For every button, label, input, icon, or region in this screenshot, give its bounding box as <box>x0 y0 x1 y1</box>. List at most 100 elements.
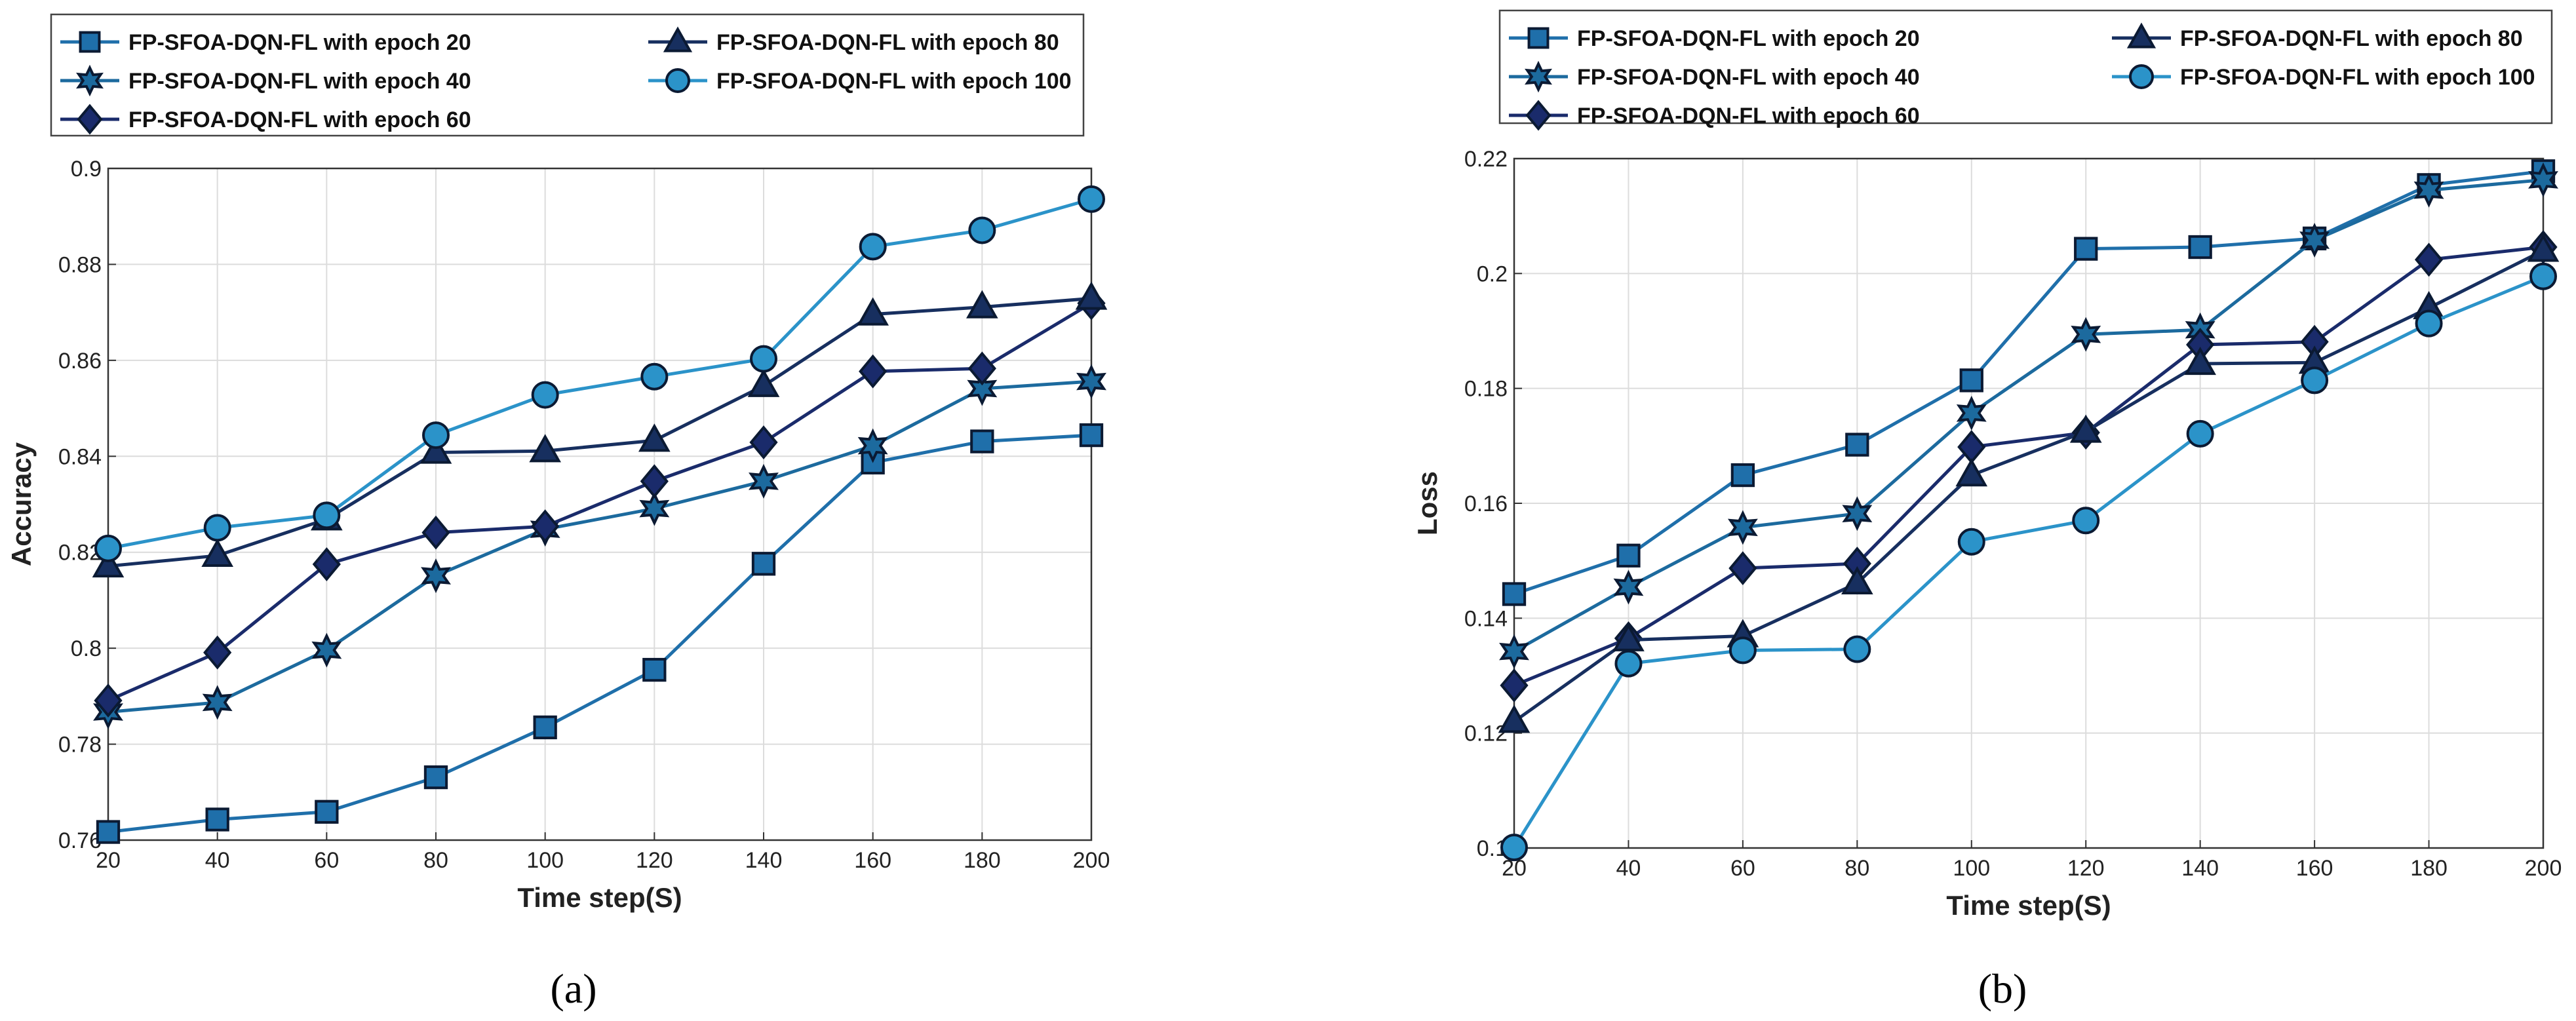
data-point <box>859 354 888 389</box>
legend-item: FP-SFOA-DQN-FL with epoch 60 <box>1509 100 1920 131</box>
data-point <box>1841 566 1873 595</box>
legend-item: FP-SFOA-DQN-FL with epoch 60 <box>60 104 471 135</box>
legend-item: FP-SFOA-DQN-FL with epoch 40 <box>1509 60 1920 93</box>
data-point <box>639 491 670 526</box>
data-point <box>201 538 233 568</box>
x-tick-label: 160 <box>2296 856 2333 881</box>
data-point <box>2074 237 2098 261</box>
data-point <box>203 514 231 542</box>
legend-marker-icon <box>2126 22 2156 48</box>
legend-label: FP-SFOA-DQN-FL with epoch 40 <box>128 69 471 94</box>
series-line <box>1513 249 2545 723</box>
y-tick-label: 0.82 <box>58 541 102 566</box>
y-tick-label: 0.78 <box>58 733 102 758</box>
data-point <box>2414 242 2444 277</box>
data-point <box>1956 395 1987 431</box>
series-4 <box>92 281 1108 578</box>
data-point <box>531 509 560 544</box>
data-point <box>92 549 125 578</box>
legend-label: FP-SFOA-DQN-FL with epoch 100 <box>716 69 1072 94</box>
data-point <box>311 632 342 668</box>
panel-label: (a) <box>550 965 596 1012</box>
data-point <box>2299 222 2330 258</box>
data-point <box>1613 569 1644 605</box>
series-3 <box>1500 230 2558 703</box>
y-axis-label: Accuracy <box>6 442 37 566</box>
legend-label: FP-SFOA-DQN-FL with epoch 80 <box>2180 26 2523 51</box>
data-point <box>1842 496 1873 531</box>
data-point <box>968 216 996 244</box>
data-point <box>1727 510 1758 545</box>
data-point <box>751 552 776 576</box>
y-tick-label: 0.8 <box>71 636 102 661</box>
y-tick-label: 0.88 <box>58 252 102 277</box>
legend-label: FP-SFOA-DQN-FL with epoch 100 <box>2180 65 2535 90</box>
data-point <box>747 368 780 397</box>
data-point <box>1498 704 1531 733</box>
data-point <box>2186 419 2214 448</box>
data-point <box>1078 185 1105 213</box>
data-point <box>857 428 888 463</box>
data-point <box>1500 834 1528 862</box>
data-point <box>2413 172 2444 208</box>
data-point <box>203 635 232 670</box>
data-point <box>94 684 123 718</box>
y-tick-label: 0.84 <box>58 444 102 469</box>
data-point <box>94 534 122 562</box>
data-point <box>420 435 452 464</box>
y-tick-labels: 0.10.120.140.160.180.20.22 <box>1464 147 1522 861</box>
data-point <box>421 515 450 550</box>
legend-item: FP-SFOA-DQN-FL with epoch 20 <box>60 30 471 55</box>
x-tick-labels: 20 40 60 80 100 120 140 160 180 200 <box>1502 840 2562 881</box>
series-line <box>107 296 1092 568</box>
data-point <box>1730 463 1755 488</box>
data-point <box>1957 528 1985 556</box>
series-line <box>1513 169 2544 596</box>
x-tick-label: 80 <box>423 848 448 873</box>
data-point <box>967 371 998 406</box>
data-point <box>313 501 341 530</box>
data-point <box>1728 636 1757 665</box>
legend-marker-icon <box>2129 64 2154 89</box>
data-point <box>857 297 889 326</box>
series-line <box>107 379 1092 714</box>
x-tick-label: 140 <box>2181 856 2219 881</box>
legend-marker-icon <box>663 26 693 52</box>
x-tick-label: 100 <box>526 848 564 873</box>
legend-label: FP-SFOA-DQN-FL with epoch 20 <box>128 30 471 55</box>
legend-item: FP-SFOA-DQN-FL with epoch 80 <box>648 26 1059 55</box>
series-5 <box>1500 262 2557 862</box>
data-point <box>640 362 669 391</box>
legend-label: FP-SFOA-DQN-FL with epoch 40 <box>1577 65 1920 90</box>
x-axis-label: Time step(S) <box>517 882 682 913</box>
data-point <box>1502 582 1527 606</box>
data-point <box>750 345 777 373</box>
series-line <box>107 301 1093 703</box>
y-tick-label: 0.9 <box>71 157 102 182</box>
data-point <box>2528 162 2558 197</box>
legend-marker-icon <box>1525 100 1551 131</box>
data-point <box>422 421 450 450</box>
legend-marker-icon <box>665 68 690 93</box>
data-point <box>2415 309 2443 337</box>
legend: FP-SFOA-DQN-FL with epoch 20 FP-SFOA-DQN-… <box>1498 9 2553 131</box>
x-tick-label: 120 <box>2067 856 2105 881</box>
data-point <box>640 464 669 499</box>
data-point <box>2527 233 2560 262</box>
x-tick-label: 200 <box>1073 848 1110 873</box>
data-point <box>638 423 671 452</box>
data-point <box>312 547 341 581</box>
series-line <box>107 433 1092 834</box>
data-point <box>529 434 561 463</box>
series-5 <box>94 185 1105 562</box>
y-axis-label: Loss <box>1412 471 1443 535</box>
y-tick-label: 0.86 <box>58 349 102 374</box>
data-point <box>2301 366 2329 395</box>
y-tick-label: 0.18 <box>1464 377 1508 402</box>
legend-item: FP-SFOA-DQN-FL with epoch 20 <box>1509 26 1920 51</box>
data-point <box>859 233 887 261</box>
x-tick-label: 40 <box>1616 856 1641 881</box>
data-point <box>1614 649 1643 678</box>
x-tick-label: 160 <box>854 848 891 873</box>
